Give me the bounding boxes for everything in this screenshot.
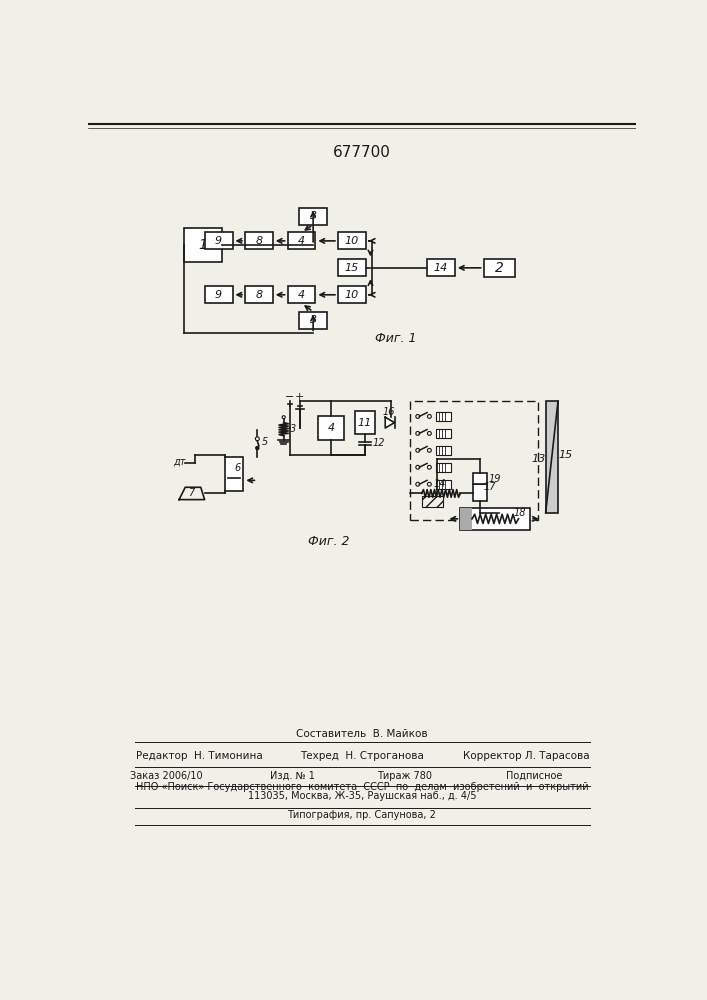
Text: Корректор Л. Тарасова: Корректор Л. Тарасова bbox=[463, 751, 590, 761]
Text: 3: 3 bbox=[310, 211, 317, 221]
Text: 9: 9 bbox=[215, 290, 222, 300]
Text: 10: 10 bbox=[345, 236, 359, 246]
Bar bbox=[338, 259, 366, 276]
Text: 18: 18 bbox=[513, 508, 525, 518]
Bar bbox=[436, 429, 451, 438]
Bar bbox=[204, 232, 233, 249]
Text: 6: 6 bbox=[235, 463, 241, 473]
Text: 19: 19 bbox=[489, 474, 501, 484]
Bar bbox=[204, 286, 233, 303]
Text: 14: 14 bbox=[434, 263, 448, 273]
Bar bbox=[299, 208, 327, 225]
Text: 15: 15 bbox=[559, 450, 573, 460]
Text: −: − bbox=[285, 392, 295, 402]
Text: 7: 7 bbox=[188, 488, 194, 498]
Text: 4: 4 bbox=[298, 236, 305, 246]
Bar bbox=[185, 228, 222, 262]
Text: 8: 8 bbox=[255, 236, 262, 246]
Bar bbox=[436, 480, 451, 489]
Bar bbox=[436, 463, 451, 472]
Bar bbox=[436, 446, 451, 455]
Text: 10: 10 bbox=[345, 290, 359, 300]
Bar bbox=[460, 508, 472, 530]
Text: 1: 1 bbox=[199, 238, 208, 252]
Text: 17: 17 bbox=[484, 482, 496, 492]
Bar bbox=[473, 484, 486, 501]
Text: 11: 11 bbox=[358, 418, 372, 428]
Text: Фиг. 1: Фиг. 1 bbox=[375, 332, 416, 345]
Bar bbox=[317, 416, 344, 440]
Text: 12: 12 bbox=[373, 438, 385, 448]
Text: 4: 4 bbox=[327, 423, 334, 433]
Bar bbox=[225, 457, 243, 491]
Text: 16: 16 bbox=[382, 407, 395, 417]
Text: 14: 14 bbox=[433, 479, 445, 489]
Text: Изд. № 1: Изд. № 1 bbox=[270, 771, 315, 781]
Bar bbox=[288, 232, 315, 249]
Text: 15: 15 bbox=[345, 263, 359, 273]
Text: Подписное: Подписное bbox=[506, 771, 562, 781]
Bar bbox=[473, 473, 486, 484]
Bar bbox=[421, 496, 443, 507]
Bar bbox=[427, 259, 455, 276]
Text: Типография, пр. Сапунова, 2: Типография, пр. Сапунова, 2 bbox=[288, 810, 436, 820]
Bar bbox=[245, 232, 273, 249]
Text: 4: 4 bbox=[298, 290, 305, 300]
Bar bbox=[484, 259, 515, 277]
Bar bbox=[460, 508, 530, 530]
Circle shape bbox=[256, 446, 259, 450]
Text: Техред  Н. Строганова: Техред Н. Строганова bbox=[300, 751, 424, 761]
Bar bbox=[299, 312, 327, 329]
Text: 3: 3 bbox=[310, 315, 317, 325]
Text: 2: 2 bbox=[495, 261, 503, 275]
Text: 3: 3 bbox=[290, 424, 296, 434]
Text: Составитель  В. Майков: Составитель В. Майков bbox=[296, 729, 428, 739]
Text: дт: дт bbox=[174, 457, 186, 467]
Polygon shape bbox=[385, 417, 395, 428]
Text: 677700: 677700 bbox=[333, 145, 391, 160]
Bar bbox=[338, 232, 366, 249]
Text: Редактор  Н. Тимонина: Редактор Н. Тимонина bbox=[136, 751, 262, 761]
Bar bbox=[546, 401, 558, 513]
Bar bbox=[338, 286, 366, 303]
Text: НПО «Поиск» Государственного  комитета  СССР  по  делам  изобретений  и  открыти: НПО «Поиск» Государственного комитета СС… bbox=[136, 782, 588, 792]
Bar bbox=[436, 412, 451, 421]
Text: 9: 9 bbox=[215, 236, 222, 246]
Text: Фиг. 2: Фиг. 2 bbox=[308, 535, 349, 548]
Text: Тираж 780: Тираж 780 bbox=[377, 771, 432, 781]
Bar bbox=[410, 401, 538, 520]
Text: 13: 13 bbox=[532, 454, 546, 464]
Bar bbox=[288, 286, 315, 303]
Text: 113035, Москва, Ж-35, Раушская наб., д. 4/5: 113035, Москва, Ж-35, Раушская наб., д. … bbox=[247, 791, 477, 801]
Text: Заказ 2006/10: Заказ 2006/10 bbox=[129, 771, 202, 781]
Text: 8: 8 bbox=[255, 290, 262, 300]
Text: 5: 5 bbox=[262, 437, 268, 447]
Bar bbox=[245, 286, 273, 303]
Bar bbox=[355, 411, 375, 434]
Text: +: + bbox=[296, 392, 305, 402]
